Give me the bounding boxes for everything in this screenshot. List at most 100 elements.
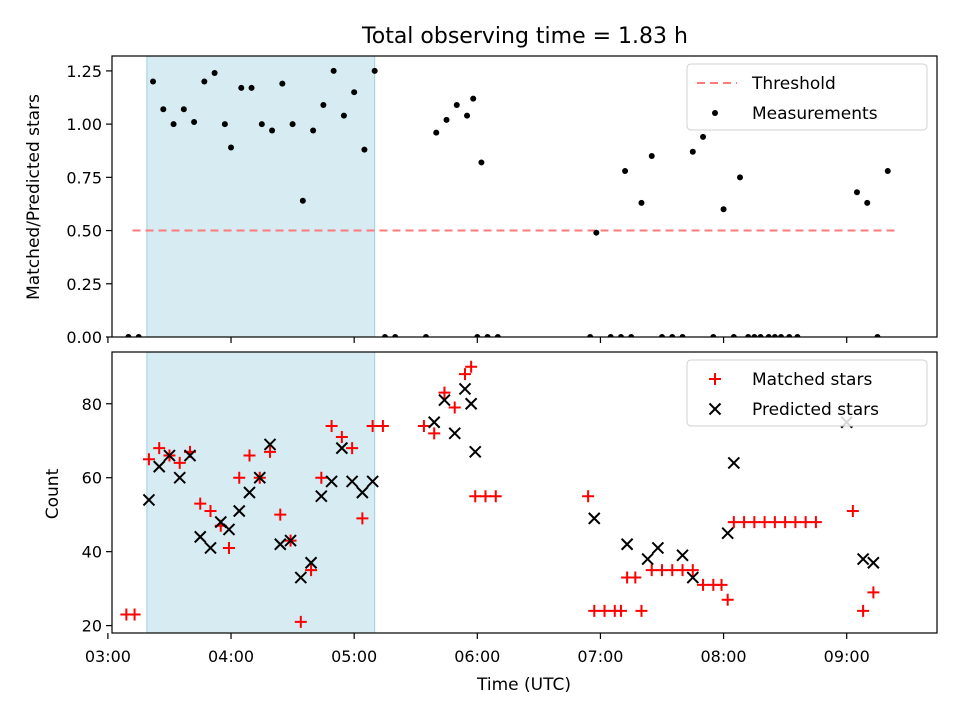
figure-title: Total observing time = 1.83 h <box>361 24 688 49</box>
bottom-series-1-point-36 <box>727 456 741 470</box>
bottom-series-0-point-29 <box>448 401 461 414</box>
top-series-0-point-28 <box>433 129 440 136</box>
bottom-series-1-point-30 <box>620 538 634 551</box>
top-series-0-point-55 <box>751 334 758 337</box>
top-series-0-point-46 <box>669 334 676 337</box>
bottom-series-0-point-10 <box>222 541 235 554</box>
bottom-series-1-point-31 <box>641 552 654 566</box>
bottom-series-1-point-24 <box>438 393 451 407</box>
bottom-series-0-point-53 <box>738 516 751 529</box>
x-tick-label-6: 09:00 <box>824 647 870 666</box>
bottom-series-0-point-19 <box>315 471 328 484</box>
bottom-highlight-span <box>146 351 376 634</box>
bottom-series-0-point-36 <box>588 604 601 617</box>
x-tick-label-3: 06:00 <box>454 647 500 666</box>
x-tick-label-5: 08:00 <box>701 647 747 666</box>
bottom-series-0-point-12 <box>243 449 256 462</box>
top-y-tick-label-0: 0.00 <box>66 328 102 347</box>
top-series-0-point-13 <box>258 121 265 128</box>
bottom-series-0-point-50 <box>715 578 728 591</box>
bottom-series-0-point-24 <box>366 419 379 432</box>
bottom-series-1-point-20 <box>345 475 359 488</box>
bottom-series-0-point-39 <box>614 604 627 617</box>
bottom-series-1-point-25 <box>448 427 461 440</box>
bottom-legend-label-0: Matched stars <box>752 370 872 390</box>
bottom-series-0-point-43 <box>645 564 658 577</box>
bottom-series-0-point-34 <box>489 490 502 503</box>
bottom-series-1-point-34 <box>686 571 699 584</box>
top-series-0-point-51 <box>720 206 727 213</box>
top-series-0-point-56 <box>757 334 764 337</box>
top-series-0-point-11 <box>238 84 245 91</box>
top-series-0-point-65 <box>884 167 891 174</box>
top-series-0-point-6 <box>191 118 198 125</box>
bottom-series-0-point-47 <box>686 564 699 577</box>
bottom-series-0-point-60 <box>809 516 822 529</box>
top-series-0-point-9 <box>221 121 228 128</box>
bottom-series-0-point-28 <box>438 386 451 399</box>
bottom-series-0-point-8 <box>204 504 217 517</box>
bottom-series-1-point-6 <box>204 541 217 555</box>
bottom-series-0-point-48 <box>697 578 710 591</box>
bottom-series-1-point-10 <box>243 486 256 499</box>
top-series-0-point-30 <box>453 101 460 108</box>
bottom-series-1-point-14 <box>284 534 297 547</box>
top-series-0-point-37 <box>587 334 594 337</box>
bottom-series-0-point-55 <box>758 516 771 529</box>
bottom-series-0-point-52 <box>727 516 740 529</box>
bottom-series-1-point-3 <box>173 471 186 484</box>
bottom-series-1-point-2 <box>163 449 176 462</box>
bottom-series-1-point-1 <box>152 460 166 473</box>
bottom-series-0-point-17 <box>294 615 307 628</box>
bottom-y-tick-label-2: 60 <box>82 469 102 488</box>
x-tick-label-1: 04:00 <box>208 647 254 666</box>
top-series-0-point-38 <box>593 229 600 236</box>
top-series-0-point-42 <box>628 334 635 337</box>
top-series-0-point-5 <box>180 106 187 113</box>
top-legend-handle-1 <box>712 110 718 116</box>
top-series-0-point-47 <box>679 334 686 337</box>
bottom-series-0-point-63 <box>867 586 880 599</box>
top-legend-label-0: Threshold <box>751 74 836 94</box>
bottom-legend-handle-0 <box>709 373 721 385</box>
top-series-0-point-29 <box>443 116 450 123</box>
top-series-0-point-52 <box>730 334 737 337</box>
bottom-series-0-point-45 <box>666 564 679 577</box>
top-series-0-point-41 <box>622 167 629 174</box>
bottom-legend-box <box>686 359 928 427</box>
bottom-series-1-point-23 <box>427 416 441 429</box>
x-tick-label-2: 05:00 <box>331 647 377 666</box>
bottom-series-1-point-39 <box>867 556 880 569</box>
bottom-series-1-point-32 <box>651 541 665 555</box>
x-tick-label-0: 03:00 <box>85 647 131 666</box>
bottom-series-0-point-18 <box>305 564 318 577</box>
top-series-0-point-43 <box>638 199 645 206</box>
bottom-series-0-point-30 <box>458 368 471 381</box>
bottom-series-0-point-54 <box>748 516 761 529</box>
top-y-tick-label-2: 0.50 <box>66 222 102 241</box>
top-series-0-point-39 <box>607 334 614 337</box>
bottom-series-0-point-3 <box>153 442 166 455</box>
bottom-y-tick-label-1: 40 <box>82 543 102 562</box>
top-series-0-point-44 <box>648 153 655 160</box>
top-series-0-point-34 <box>478 159 485 166</box>
bottom-series-1-point-17 <box>315 489 328 503</box>
bottom-series-1-point-0 <box>142 493 156 507</box>
top-series-0-point-27 <box>422 334 429 337</box>
top-panel: 0.00 0.25 0.50 0.75 1.00 1.25 Threshold Measure… <box>66 55 938 347</box>
top-series-0-point-14 <box>269 127 276 134</box>
bottom-series-0-point-44 <box>656 564 668 577</box>
bottom-series-1-point-29 <box>588 512 601 525</box>
top-series-0-point-12 <box>248 84 255 91</box>
bottom-series-0-point-14 <box>264 445 277 458</box>
bottom-series-0-point-31 <box>465 360 478 373</box>
x-tick-label-4: 07:00 <box>577 647 623 666</box>
top-series-0-point-64 <box>874 334 881 337</box>
bottom-series-0-point-46 <box>676 564 689 577</box>
bottom-series-1-point-22 <box>366 475 379 488</box>
bottom-series-0-point-20 <box>325 419 338 432</box>
top-legend-box <box>686 63 928 131</box>
bottom-series-0-point-25 <box>376 419 389 432</box>
bottom-series-1-point-38 <box>856 552 870 566</box>
top-series-0-point-49 <box>700 133 707 140</box>
